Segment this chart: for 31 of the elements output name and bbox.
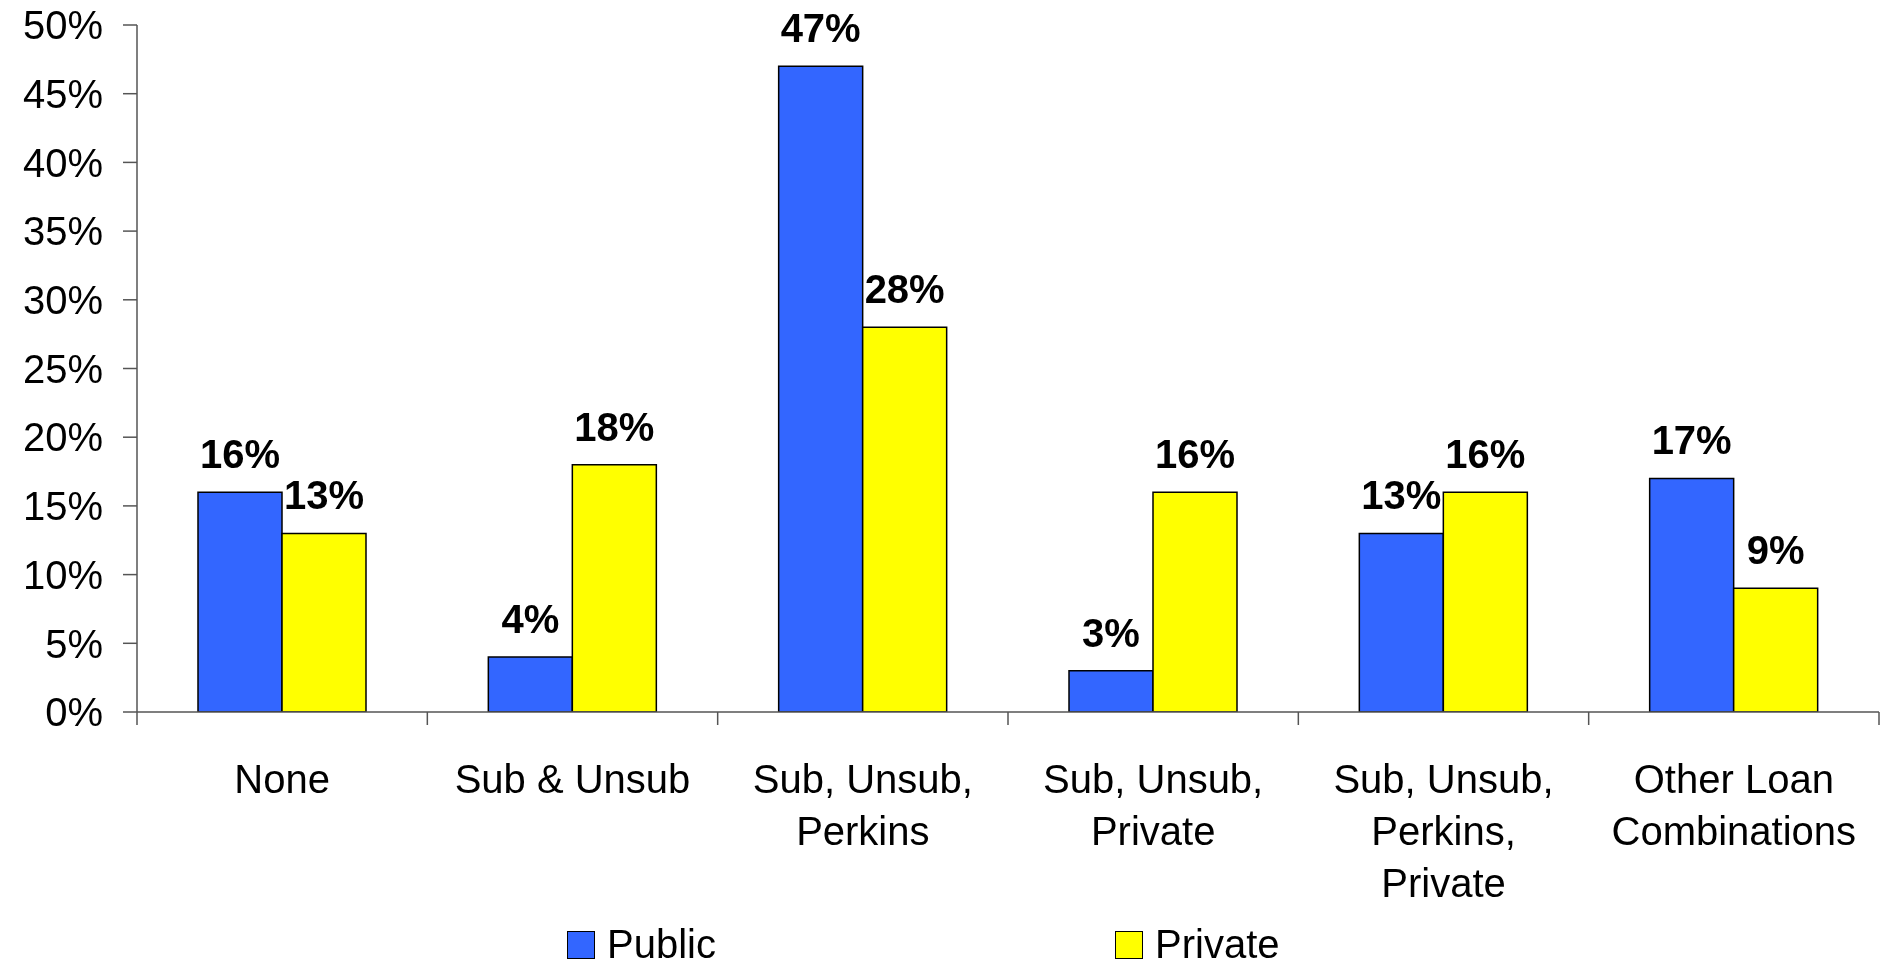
y-tick-label: 20% — [22, 415, 103, 460]
y-tick-label: 50% — [22, 3, 103, 48]
data-label: 17% — [1651, 418, 1732, 463]
x-tick-label: Sub & Unsub — [454, 757, 691, 801]
data-label: 28% — [864, 267, 945, 312]
data-label: 16% — [1154, 432, 1236, 477]
x-tick-label: Sub, Unsub, Private — [1043, 757, 1264, 853]
legend-label: Public — [607, 922, 716, 967]
x-tick-label: None — [234, 757, 330, 801]
data-label: 13% — [283, 473, 365, 518]
data-label: 3% — [1082, 610, 1140, 655]
y-tick-label: 45% — [22, 71, 103, 116]
y-tick-label: 30% — [22, 278, 103, 322]
data-label: 18% — [574, 404, 655, 449]
y-tick-label: 40% — [22, 140, 103, 185]
y-tick-label: 15% — [22, 484, 103, 529]
x-tick-label: Other Loan Combinations — [1611, 757, 1857, 853]
data-label: 16% — [199, 432, 281, 477]
x-tick-label: Sub, Unsub, Perkins, Private — [1333, 757, 1554, 905]
y-tick-label: 10% — [22, 552, 103, 597]
y-tick-label: 25% — [22, 346, 103, 391]
data-label: 9% — [1746, 528, 1805, 573]
data-label: 13% — [1361, 473, 1442, 518]
y-tick-label: 5% — [45, 621, 103, 666]
y-tick-label: 35% — [22, 209, 103, 254]
data-label: 16% — [1445, 432, 1526, 477]
data-label: 4% — [501, 597, 560, 642]
y-tick-label: 0% — [45, 690, 103, 735]
x-tick-label: Sub, Unsub, Perkins — [752, 757, 973, 853]
data-label: 47% — [780, 6, 861, 51]
legend-label: Private — [1155, 922, 1280, 967]
